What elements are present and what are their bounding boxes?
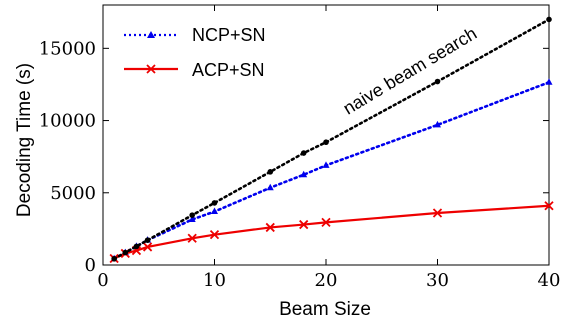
x-tick-label: 0	[97, 270, 108, 291]
x-tick-label: 20	[315, 270, 338, 291]
legend-item-acp-sn: ACP+SN	[124, 60, 265, 80]
data-point-naive-beam-search	[144, 237, 151, 243]
axis-ticks: 0 10 20 30 40 0 5000 10000 15000	[39, 5, 561, 291]
legend: NCP+SN ACP+SN	[112, 14, 287, 86]
series-acp-sn	[109, 201, 554, 264]
data-point-naive-beam-search	[133, 243, 140, 250]
y-tick-label: 0	[85, 255, 96, 276]
data-point-naive-beam-search	[323, 139, 329, 146]
series-line-ncp-sn	[112, 80, 551, 261]
data-point-acp-sn	[299, 219, 309, 230]
series-ncp-sn	[110, 78, 553, 262]
data-point-acp-sn	[142, 242, 153, 252]
data-point-ncp-sn	[188, 215, 196, 222]
legend-box	[112, 14, 287, 86]
data-point-ncp-sn	[300, 170, 308, 178]
data-point-naive-beam-search	[546, 16, 552, 23]
data-point-naive-beam-search	[434, 78, 441, 85]
legend-marker-acp-sn	[146, 64, 156, 74]
series-line-acp-sn	[113, 204, 550, 260]
y-axis-title: Decoding Time (s)	[14, 63, 35, 217]
legend-item-ncp-sn: NCP+SN	[124, 25, 266, 45]
data-point-naive-beam-search	[111, 255, 117, 262]
data-point-naive-beam-search	[267, 169, 274, 175]
series-naive-beam-search	[111, 16, 552, 262]
x-tick-label: 30	[426, 270, 449, 291]
x-tick-label: 10	[203, 270, 226, 291]
data-point-naive-beam-search	[122, 249, 129, 256]
data-point-ncp-sn	[266, 183, 274, 191]
data-point-naive-beam-search	[189, 212, 195, 218]
data-point-acp-sn	[321, 217, 331, 228]
data-point-ncp-sn	[211, 207, 218, 215]
y-tick-label: 10000	[39, 111, 96, 132]
x-tick-label: 40	[538, 270, 561, 291]
data-point-acp-sn	[209, 230, 220, 240]
data-point-acp-sn	[544, 201, 554, 211]
x-axis-title: Beam Size	[279, 299, 371, 320]
y-tick-label: 5000	[50, 183, 96, 204]
data-point-ncp-sn	[545, 78, 553, 85]
data-point-acp-sn	[187, 233, 197, 243]
data-point-ncp-sn	[434, 120, 441, 128]
data-point-naive-beam-search	[211, 200, 218, 206]
y-tick-label: 15000	[39, 38, 96, 59]
legend-marker-ncp-sn	[147, 31, 155, 38]
data-point-ncp-sn	[322, 161, 330, 168]
legend-label-acp-sn: ACP+SN	[192, 60, 265, 80]
series-layer	[109, 16, 554, 264]
data-point-naive-beam-search	[300, 150, 307, 156]
legend-label-ncp-sn: NCP+SN	[192, 25, 266, 45]
data-point-acp-sn	[265, 222, 275, 233]
data-point-acp-sn	[432, 208, 443, 218]
